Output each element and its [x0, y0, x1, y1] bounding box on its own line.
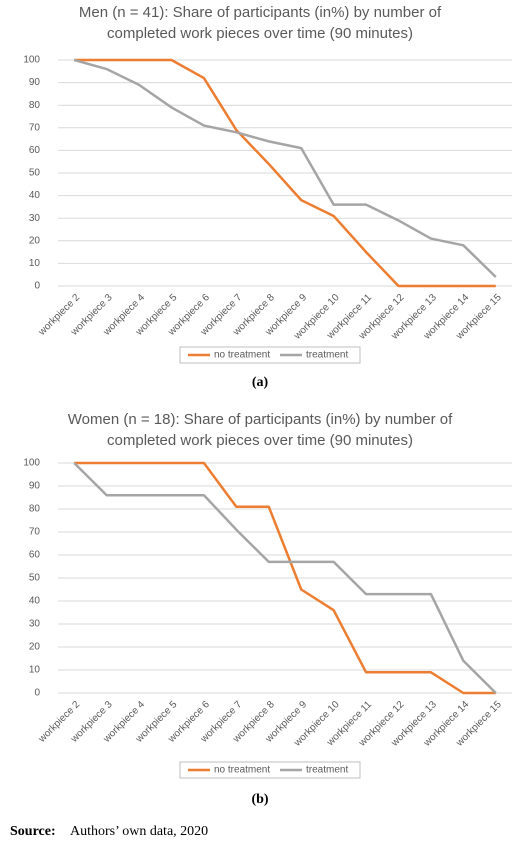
legend-label: treatment [306, 350, 348, 361]
y-tick-label: 30 [29, 213, 41, 224]
chart-title: Men (n = 41): Share of participants (in%… [79, 4, 442, 21]
legend-label: no treatment [214, 350, 270, 361]
legend-box [179, 346, 361, 364]
y-tick-label: 100 [23, 458, 40, 469]
y-tick-label: 90 [29, 481, 41, 492]
y-tick-label: 10 [29, 665, 41, 676]
source-text: Authors’ own data, 2020 [70, 824, 208, 839]
y-tick-label: 0 [34, 281, 40, 292]
y-tick-label: 60 [29, 550, 41, 561]
y-tick-label: 70 [29, 122, 41, 133]
caption: (a) [252, 375, 269, 390]
chart-title: completed work pieces over time (90 minu… [107, 432, 413, 449]
y-tick-label: 30 [29, 619, 41, 630]
y-tick-label: 20 [29, 235, 41, 246]
series-line [74, 58, 496, 288]
y-tick-label: 40 [29, 596, 41, 607]
y-tick-label: 40 [29, 190, 41, 201]
chart-title: completed work pieces over time (90 minu… [107, 25, 413, 42]
source-label: Source: [10, 824, 56, 839]
caption: (b) [251, 792, 268, 807]
y-tick-label: 60 [29, 145, 41, 156]
y-tick-label: 10 [29, 258, 41, 269]
y-tick-label: 50 [29, 168, 41, 179]
y-tick-label: 70 [29, 527, 41, 538]
y-tick-label: 80 [29, 504, 41, 515]
y-tick-label: 20 [29, 642, 41, 653]
chart-title: Women (n = 18): Share of participants (i… [68, 411, 453, 428]
legend-box [179, 761, 361, 779]
y-tick-label: 90 [29, 77, 41, 88]
series-line [73, 58, 497, 278]
y-tick-label: 80 [29, 100, 41, 111]
legend-label: no treatment [214, 765, 270, 776]
y-tick-label: 100 [23, 55, 40, 66]
series-line [73, 462, 497, 694]
y-tick-label: 50 [29, 573, 41, 584]
legend-label: treatment [306, 765, 348, 776]
series-line [74, 461, 496, 695]
y-tick-label: 0 [34, 688, 40, 699]
